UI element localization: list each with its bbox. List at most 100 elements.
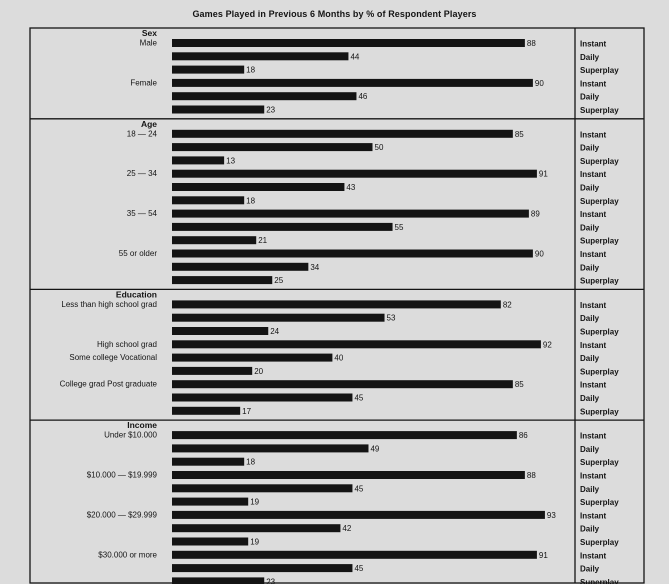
bar-instant	[172, 39, 525, 47]
bar-superplay	[172, 366, 253, 375]
section-header-sex: Sex	[142, 28, 157, 38]
category-label: College grad Post graduate	[60, 380, 158, 389]
bar-daily	[172, 52, 349, 61]
series-label-superplay: Superplay	[580, 407, 619, 416]
bar-daily	[172, 484, 353, 493]
bar-superplay	[172, 156, 225, 165]
bar-instant	[172, 300, 501, 309]
bar-daily	[172, 524, 341, 533]
series-label-daily: Daily	[580, 93, 600, 102]
series-label-daily: Daily	[580, 445, 600, 454]
data-label: 44	[350, 52, 359, 61]
series-label-daily: Daily	[580, 565, 600, 574]
series-label-superplay: Superplay	[580, 498, 619, 507]
data-label: 85	[515, 380, 524, 389]
data-label: 55	[395, 223, 404, 232]
data-label: 19	[250, 538, 259, 547]
bar-daily	[172, 92, 357, 101]
bar-superplay	[172, 537, 249, 546]
series-label-daily: Daily	[580, 184, 600, 193]
bar-daily	[172, 444, 369, 453]
data-label: 13	[226, 156, 235, 165]
series-label-instant: Instant	[580, 170, 607, 179]
data-label: 45	[354, 394, 363, 403]
data-label: 92	[543, 340, 552, 349]
data-label: 91	[539, 551, 548, 560]
series-label-instant: Instant	[580, 40, 607, 49]
bar-daily	[172, 143, 373, 152]
category-label: $20.000 — $29.999	[87, 510, 158, 519]
data-label: 88	[527, 471, 536, 480]
chart-title: Games Played in Previous 6 Months by % o…	[192, 9, 477, 19]
data-label: 40	[334, 354, 343, 363]
data-label: 86	[519, 431, 528, 440]
data-label: 90	[535, 79, 544, 88]
bar-instant	[172, 209, 529, 218]
series-label-superplay: Superplay	[580, 237, 619, 246]
data-label: 23	[266, 106, 275, 115]
data-label: 90	[535, 250, 544, 259]
data-label: 49	[370, 444, 379, 453]
data-label: 20	[254, 367, 263, 376]
series-label-instant: Instant	[580, 472, 607, 481]
bar-instant	[172, 249, 533, 258]
series-label-instant: Instant	[580, 210, 607, 219]
category-label: $30.000 or more	[98, 550, 157, 559]
series-label-daily: Daily	[580, 394, 600, 403]
series-label-superplay: Superplay	[580, 538, 619, 547]
bar-superplay	[172, 327, 269, 335]
data-label: 88	[527, 39, 536, 48]
series-label-daily: Daily	[580, 314, 600, 323]
series-label-superplay: Superplay	[580, 277, 619, 286]
category-label: High school grad	[97, 340, 157, 349]
series-label-superplay: Superplay	[580, 157, 619, 166]
series-label-instant: Instant	[580, 250, 607, 259]
bar-instant	[172, 129, 513, 138]
data-label: 53	[387, 314, 396, 323]
data-label: 85	[515, 130, 524, 139]
data-label: 25	[274, 276, 283, 285]
data-label: 91	[539, 170, 548, 179]
bar-daily	[172, 353, 333, 362]
data-label: 46	[358, 92, 367, 101]
bar-superplay	[172, 276, 273, 285]
section-header-age: Age	[141, 119, 157, 129]
bar-superplay	[172, 577, 265, 584]
bar-instant	[172, 550, 537, 559]
section-header-income: Income	[127, 420, 157, 430]
series-label-instant: Instant	[580, 432, 607, 441]
series-label-superplay: Superplay	[580, 66, 619, 75]
bar-instant	[172, 78, 533, 87]
bar-superplay	[172, 65, 245, 74]
data-label: 24	[270, 327, 279, 336]
bar-superplay	[172, 236, 257, 245]
bar-superplay	[172, 406, 241, 415]
series-label-instant: Instant	[580, 341, 607, 350]
bar-instant	[172, 169, 537, 178]
series-label-superplay: Superplay	[580, 106, 619, 115]
data-label: 18	[246, 66, 255, 75]
category-label: 55 or older	[119, 249, 158, 258]
category-label: 35 — 54	[127, 209, 158, 218]
bar-daily	[172, 393, 353, 402]
bar-superplay	[172, 196, 245, 205]
data-label: 19	[250, 498, 259, 507]
data-label: 93	[547, 511, 556, 520]
series-label-instant: Instant	[580, 130, 607, 139]
data-label: 18	[246, 196, 255, 205]
data-label: 23	[266, 577, 275, 584]
series-label-daily: Daily	[580, 354, 600, 363]
bar-superplay	[172, 457, 245, 466]
series-label-superplay: Superplay	[580, 458, 619, 467]
chart-frame	[29, 27, 645, 584]
series-label-superplay: Superplay	[580, 367, 619, 376]
bar-daily	[172, 183, 345, 191]
data-label: 45	[354, 564, 363, 573]
series-label-instant: Instant	[580, 79, 607, 88]
series-label-superplay: Superplay	[580, 197, 619, 206]
series-label-daily: Daily	[580, 223, 600, 232]
bar-instant	[172, 340, 541, 349]
bar-instant	[172, 431, 517, 440]
